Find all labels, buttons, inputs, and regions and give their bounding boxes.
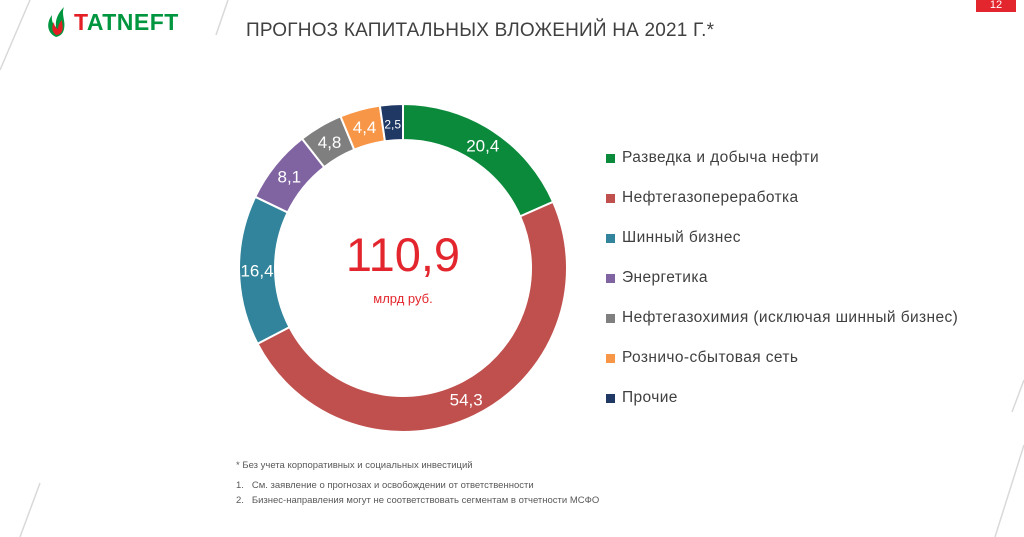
flame-icon: [48, 7, 65, 37]
legend-label: Прочие: [622, 389, 678, 406]
legend-swatch: [606, 193, 615, 203]
legend-label: Шинный бизнес: [622, 229, 741, 246]
donut-slice-labels: 20,4 54,3 16,4 8,1 4,8 4,4 2,5: [240, 117, 499, 409]
slice-value-label: 20,4: [466, 137, 499, 156]
legend-swatch: [606, 393, 615, 403]
legend-label: Нефтегазопереработка: [622, 189, 799, 206]
legend-swatch: [606, 313, 615, 323]
footnotes: * Без учета корпоративных и социальных и…: [236, 460, 599, 510]
chart-legend: Разведка и добыча нефти Нефтегазоперерабо…: [606, 138, 958, 418]
legend-item: Шинный бизнес: [606, 218, 958, 258]
legend-swatch: [606, 233, 615, 243]
legend-item: Прочие: [606, 378, 958, 418]
footnote-main: * Без учета корпоративных и социальных и…: [236, 460, 473, 471]
legend-item: Нефтегазопереработка: [606, 178, 958, 218]
legend-item: Энергетика: [606, 258, 958, 298]
donut-slice: [402, 102, 555, 218]
donut-slices: [238, 102, 568, 434]
logo-text: TATNEFT: [74, 8, 179, 35]
legend-label: Розничо-сбытовая сеть: [622, 349, 799, 366]
legend-label: Нефтегазохимия (исключая шинный бизнес): [622, 309, 959, 326]
capex-donut-chart: 20,4 54,3 16,4 8,1 4,8 4,4 2,5 110,9 млрд руб.: [238, 102, 568, 434]
slice-value-label: 54,3: [450, 391, 483, 410]
legend-item: Розничо-сбытовая сеть: [606, 338, 958, 378]
slice-value-label: 4,8: [318, 133, 342, 152]
legend-label: Энергетика: [622, 269, 708, 286]
footnote-item: 2. Бизнес-направления могут не соответст…: [236, 495, 600, 506]
donut-slice: [256, 200, 568, 434]
total-unit: млрд руб.: [373, 291, 432, 306]
legend-swatch: [606, 273, 615, 283]
page-number: 12: [976, 0, 1016, 12]
legend-label: Разведка и добыча нефти: [622, 149, 820, 166]
tatneft-logo: TATNEFT: [44, 4, 179, 40]
legend-item: Разведка и добыча нефти: [606, 138, 958, 178]
legend-swatch: [606, 353, 615, 363]
total-value: 110,9: [346, 228, 460, 281]
page-title: ПРОГНОЗ КАПИТАЛЬНЫХ ВЛОЖЕНИЙ НА 2021 Г.*: [246, 20, 715, 41]
slice-value-label: 16,4: [240, 261, 273, 280]
legend-swatch: [606, 153, 615, 163]
slice-value-label: 2,5: [384, 117, 401, 131]
legend-item: Нефтегазохимия (исключая шинный бизнес): [606, 298, 958, 338]
donut-slice: [378, 102, 404, 143]
slice-value-label: 4,4: [353, 118, 377, 137]
footnote-item: 1. См. заявление о прогнозах и освобожде…: [236, 480, 534, 491]
slice-value-label: 8,1: [278, 167, 302, 186]
